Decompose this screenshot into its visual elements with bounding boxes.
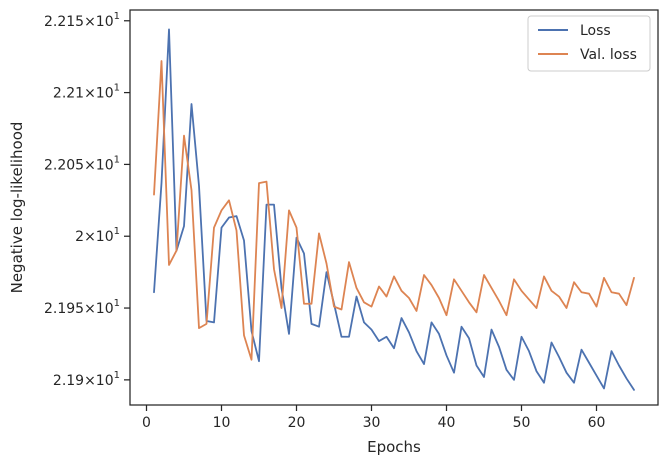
x-tick-label: 40 [438,415,456,431]
series-layer [153,28,635,391]
x-axis-label: Epochs [367,438,421,456]
x-tick-label: 50 [513,415,531,431]
y-tick-label: 2.205×101 [44,154,120,173]
legend-label-loss: Loss [580,23,611,39]
plot-frame [129,9,659,406]
series-line-loss [153,28,635,391]
series-line-val-loss [153,60,635,361]
legend: Loss Val. loss [527,15,651,72]
y-axis-label: Negative log-likelihood [8,122,26,294]
x-tick-label: 60 [588,415,606,431]
y-tick-label: 2.215×101 [44,11,120,30]
x-tick-label: 10 [213,415,231,431]
axis-ticks: 0 10 20 30 40 50 60 2.19×101 2.195×101 2×101 2.205… [44,11,605,431]
y-tick-label: 2.195×101 [44,298,120,317]
x-tick-label: 30 [363,415,381,431]
legend-label-val-loss: Val. loss [580,47,637,63]
x-tick-label: 20 [288,415,306,431]
y-tick-label: 2.21×101 [53,83,120,102]
y-tick-label: 2.19×101 [53,370,120,389]
y-tick-label: 2×101 [75,226,120,245]
x-tick-label: 0 [142,415,151,431]
